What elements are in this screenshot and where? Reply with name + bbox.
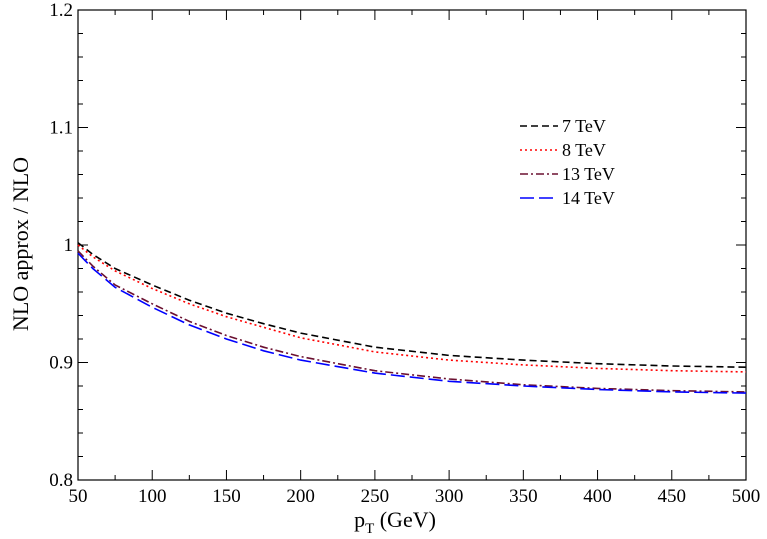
x-tick-label: 400 (583, 486, 612, 507)
series-line-3 (77, 250, 747, 393)
series-line-1 (77, 242, 747, 368)
y-tick-label: 1.2 (49, 0, 73, 21)
legend-label: 8 TeV (562, 140, 606, 160)
series-layer (77, 242, 747, 394)
y-tick-label: 0.8 (49, 470, 73, 491)
x-tick-label: 100 (138, 486, 167, 507)
legend-label: 14 TeV (562, 188, 615, 208)
x-tick-label: 50 (69, 486, 88, 507)
x-axis-title-sub: T (365, 521, 374, 537)
x-axis-title: pT (GeV) (354, 507, 436, 537)
axis-ticks (77, 9, 747, 481)
legend-label: 7 TeV (562, 116, 606, 136)
x-tick-label: 200 (286, 486, 315, 507)
y-tick-labels: 0.8 0.9 1 1.1 1.2 (49, 0, 73, 491)
x-axis-title-main: p (354, 507, 365, 532)
legend-label: 13 TeV (562, 164, 615, 184)
x-tick-label: 150 (212, 486, 241, 507)
x-tick-label: 300 (435, 486, 464, 507)
x-axis-title-unit: (GeV) (374, 507, 436, 532)
legend: 7 TeV 8 TeV 13 TeV 14 TeV (520, 116, 615, 208)
x-tick-labels: 50 100 150 200 250 300 350 400 450 500 (69, 486, 761, 507)
plot-frame (77, 9, 747, 481)
y-axis-title: NLO approx / NLO (8, 157, 33, 331)
y-tick-label: 1 (64, 235, 74, 256)
series-line-2 (77, 244, 747, 373)
series-line-4 (77, 252, 747, 394)
y-tick-label: 0.9 (49, 353, 73, 374)
x-tick-label: 250 (361, 486, 390, 507)
x-tick-label: 500 (732, 486, 761, 507)
x-tick-label: 450 (658, 486, 687, 507)
y-tick-label: 1.1 (49, 118, 73, 139)
x-tick-label: 350 (509, 486, 538, 507)
